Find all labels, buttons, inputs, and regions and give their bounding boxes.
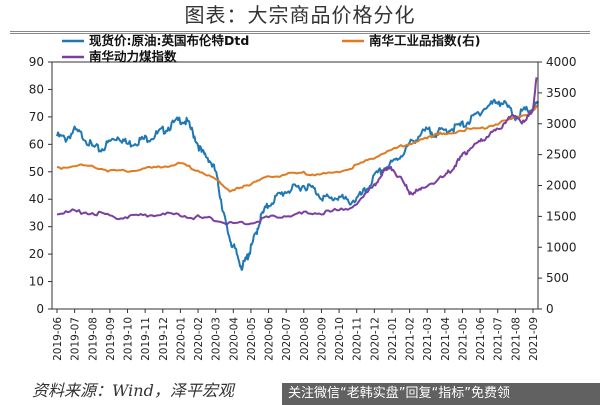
x-axis-tick-label: 2020-07 xyxy=(281,317,293,361)
x-axis-tick-label: 2019-11 xyxy=(140,317,152,361)
right-axis-tick-label: 3000 xyxy=(546,117,577,131)
x-axis-tick-label: 2019-09 xyxy=(105,317,117,361)
left-axis-tick-label: 90 xyxy=(29,55,44,69)
x-axis-tick-label: 2020-03 xyxy=(211,317,223,361)
left-axis-tick-label: 60 xyxy=(29,137,44,151)
title-rule xyxy=(10,31,590,32)
x-axis-tick-label: 2019-12 xyxy=(158,317,170,361)
right-axis-tick-label: 3500 xyxy=(546,86,577,100)
x-axis-tick-label: 2021-01 xyxy=(387,317,399,361)
x-axis-tick-label: 2020-08 xyxy=(299,317,311,361)
watermark-banner: 关注微信“老韩实盘”回复“指标”免费领 xyxy=(282,383,600,405)
x-axis-tick-label: 2020-02 xyxy=(193,317,205,361)
x-axis-tick-label: 2020-10 xyxy=(334,317,346,361)
x-axis-tick-label: 2019-10 xyxy=(123,317,135,361)
x-axis-tick-label: 2020-11 xyxy=(352,317,364,361)
source-note: 资料来源：Wind，泽平宏观 xyxy=(32,381,234,400)
right-axis-tick-label: 2000 xyxy=(546,179,577,193)
right-axis-tick-label: 4000 xyxy=(546,55,577,69)
left-axis-tick-label: 30 xyxy=(29,220,44,234)
right-axis-tick-label: 2500 xyxy=(546,148,577,162)
x-axis-tick-label: 2019-07 xyxy=(70,317,82,361)
x-axis-tick-label: 2020-04 xyxy=(228,317,240,361)
series-line xyxy=(56,104,539,193)
left-axis-tick-label: 20 xyxy=(29,247,44,261)
x-axis-tick-label: 2021-05 xyxy=(457,317,469,361)
chart-title: 图表：大宗商品价格分化 xyxy=(184,3,416,27)
x-axis-tick-label: 2020-12 xyxy=(369,317,381,361)
series-line xyxy=(56,77,538,226)
x-axis-tick-label: 2021-06 xyxy=(475,317,487,361)
right-axis-tick-label: 1500 xyxy=(546,209,577,223)
right-axis-tick-label: 500 xyxy=(546,271,569,285)
x-axis-tick-label: 2021-08 xyxy=(510,317,522,361)
commodity-price-chart: 0 10 20 30 40 50 60 70 80 90 0 500 1000 1500 2000 2500 3… xyxy=(29,33,577,361)
right-axis-tick-label: 1000 xyxy=(546,240,577,254)
left-axis-tick-label: 0 xyxy=(36,302,44,316)
x-axis-tick-label: 2020-05 xyxy=(246,317,258,361)
left-axis-tick-label: 70 xyxy=(29,110,44,124)
x-axis-tick-label: 2021-09 xyxy=(528,317,540,361)
x-axis-tick-label: 2021-07 xyxy=(493,317,505,361)
left-axis-tick-label: 10 xyxy=(29,275,44,289)
x-axis-tick-label: 2020-01 xyxy=(175,317,187,361)
x-axis-tick-label: 2019-08 xyxy=(87,317,99,361)
left-axis-tick-label: 40 xyxy=(29,192,44,206)
legend-label: 南华工业品指数(右) xyxy=(369,33,480,48)
x-axis-tick-label: 2020-09 xyxy=(316,317,328,361)
title-rule-lower xyxy=(10,33,590,34)
x-axis-tick-label: 2021-04 xyxy=(440,317,452,361)
x-axis-tick-label: 2021-02 xyxy=(405,317,417,361)
legend-label: 南华动力煤指数 xyxy=(89,49,177,64)
left-axis-tick-label: 50 xyxy=(29,165,44,179)
right-axis-tick-label: 0 xyxy=(546,302,554,316)
series-line xyxy=(56,98,540,271)
legend-label: 现货价:原油:英国布伦特Dtd xyxy=(89,33,249,48)
left-axis-tick-label: 80 xyxy=(29,82,44,96)
x-axis-tick-label: 2020-06 xyxy=(264,317,276,361)
x-axis-tick-label: 2021-03 xyxy=(422,317,434,361)
x-axis-tick-label: 2019-06 xyxy=(52,317,64,361)
